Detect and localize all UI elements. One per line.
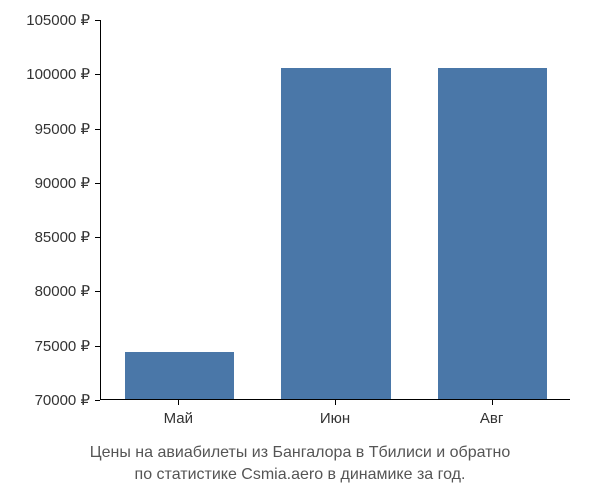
y-tick-mark [95,129,100,130]
chart-container: 70000 ₽ 75000 ₽ 80000 ₽ 85000 ₽ 90000 ₽ 95000… [0,0,600,500]
y-tick-mark [95,20,100,21]
y-tick-label: 95000 ₽ [10,120,90,138]
plot-area [100,20,570,400]
x-tick-mark [178,400,179,405]
x-tick-label: Июн [320,410,350,427]
x-tick-label: Авг [480,410,503,427]
y-tick-mark [95,400,100,401]
y-tick-label: 85000 ₽ [10,228,90,246]
y-tick-label: 70000 ₽ [10,391,90,409]
x-tick-mark [492,400,493,405]
y-tick-label: 90000 ₽ [10,174,90,192]
caption-line-1: Цены на авиабилеты из Бангалора в Тбилис… [90,444,510,461]
y-tick-mark [95,346,100,347]
y-tick-mark [95,291,100,292]
chart-caption: Цены на авиабилеты из Бангалора в Тбилис… [0,442,600,487]
x-tick-mark [335,400,336,405]
y-tick-mark [95,183,100,184]
bar [438,68,548,399]
bar [125,352,235,399]
y-tick-mark [95,74,100,75]
y-tick-label: 75000 ₽ [10,337,90,355]
caption-line-2: по статистике Csmia.aero в динамике за г… [135,466,466,483]
y-tick-label: 80000 ₽ [10,282,90,300]
y-tick-mark [95,237,100,238]
bar [281,68,391,399]
y-tick-label: 100000 ₽ [10,65,90,83]
x-tick-label: Май [164,410,193,427]
y-tick-label: 105000 ₽ [10,11,90,29]
